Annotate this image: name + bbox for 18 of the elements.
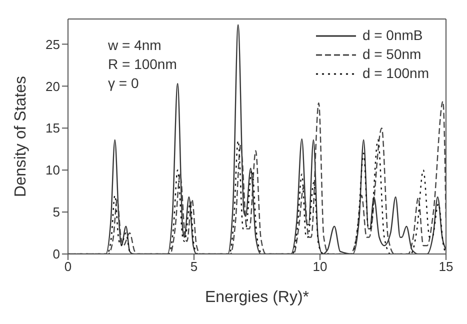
legend-label: d = 50nm: [362, 45, 422, 64]
x-tick-label: 5: [190, 259, 198, 274]
x-tick-label: 0: [64, 259, 72, 274]
annotation: γ = 0: [108, 74, 140, 93]
x-axis-title: Energies (Ry)*: [204, 289, 310, 306]
x-tick-label: 10: [312, 259, 328, 274]
x-tick-label: 15: [438, 259, 454, 274]
y-axis-title: Density of States: [12, 76, 30, 197]
y-tick-label: 25: [46, 36, 60, 52]
y-tick-label: 5: [52, 204, 60, 220]
y-tick-label: 0: [52, 246, 60, 262]
annotation: w = 4nm: [108, 36, 162, 55]
annotation: R = 100nm: [108, 55, 177, 74]
y-tick-label: 15: [46, 120, 60, 136]
legend-label: d = 100nm: [362, 64, 429, 83]
legend-label: d = 0nmB: [362, 26, 423, 45]
y-tick-label: 10: [46, 162, 60, 178]
y-tick-label: 20: [46, 78, 60, 94]
